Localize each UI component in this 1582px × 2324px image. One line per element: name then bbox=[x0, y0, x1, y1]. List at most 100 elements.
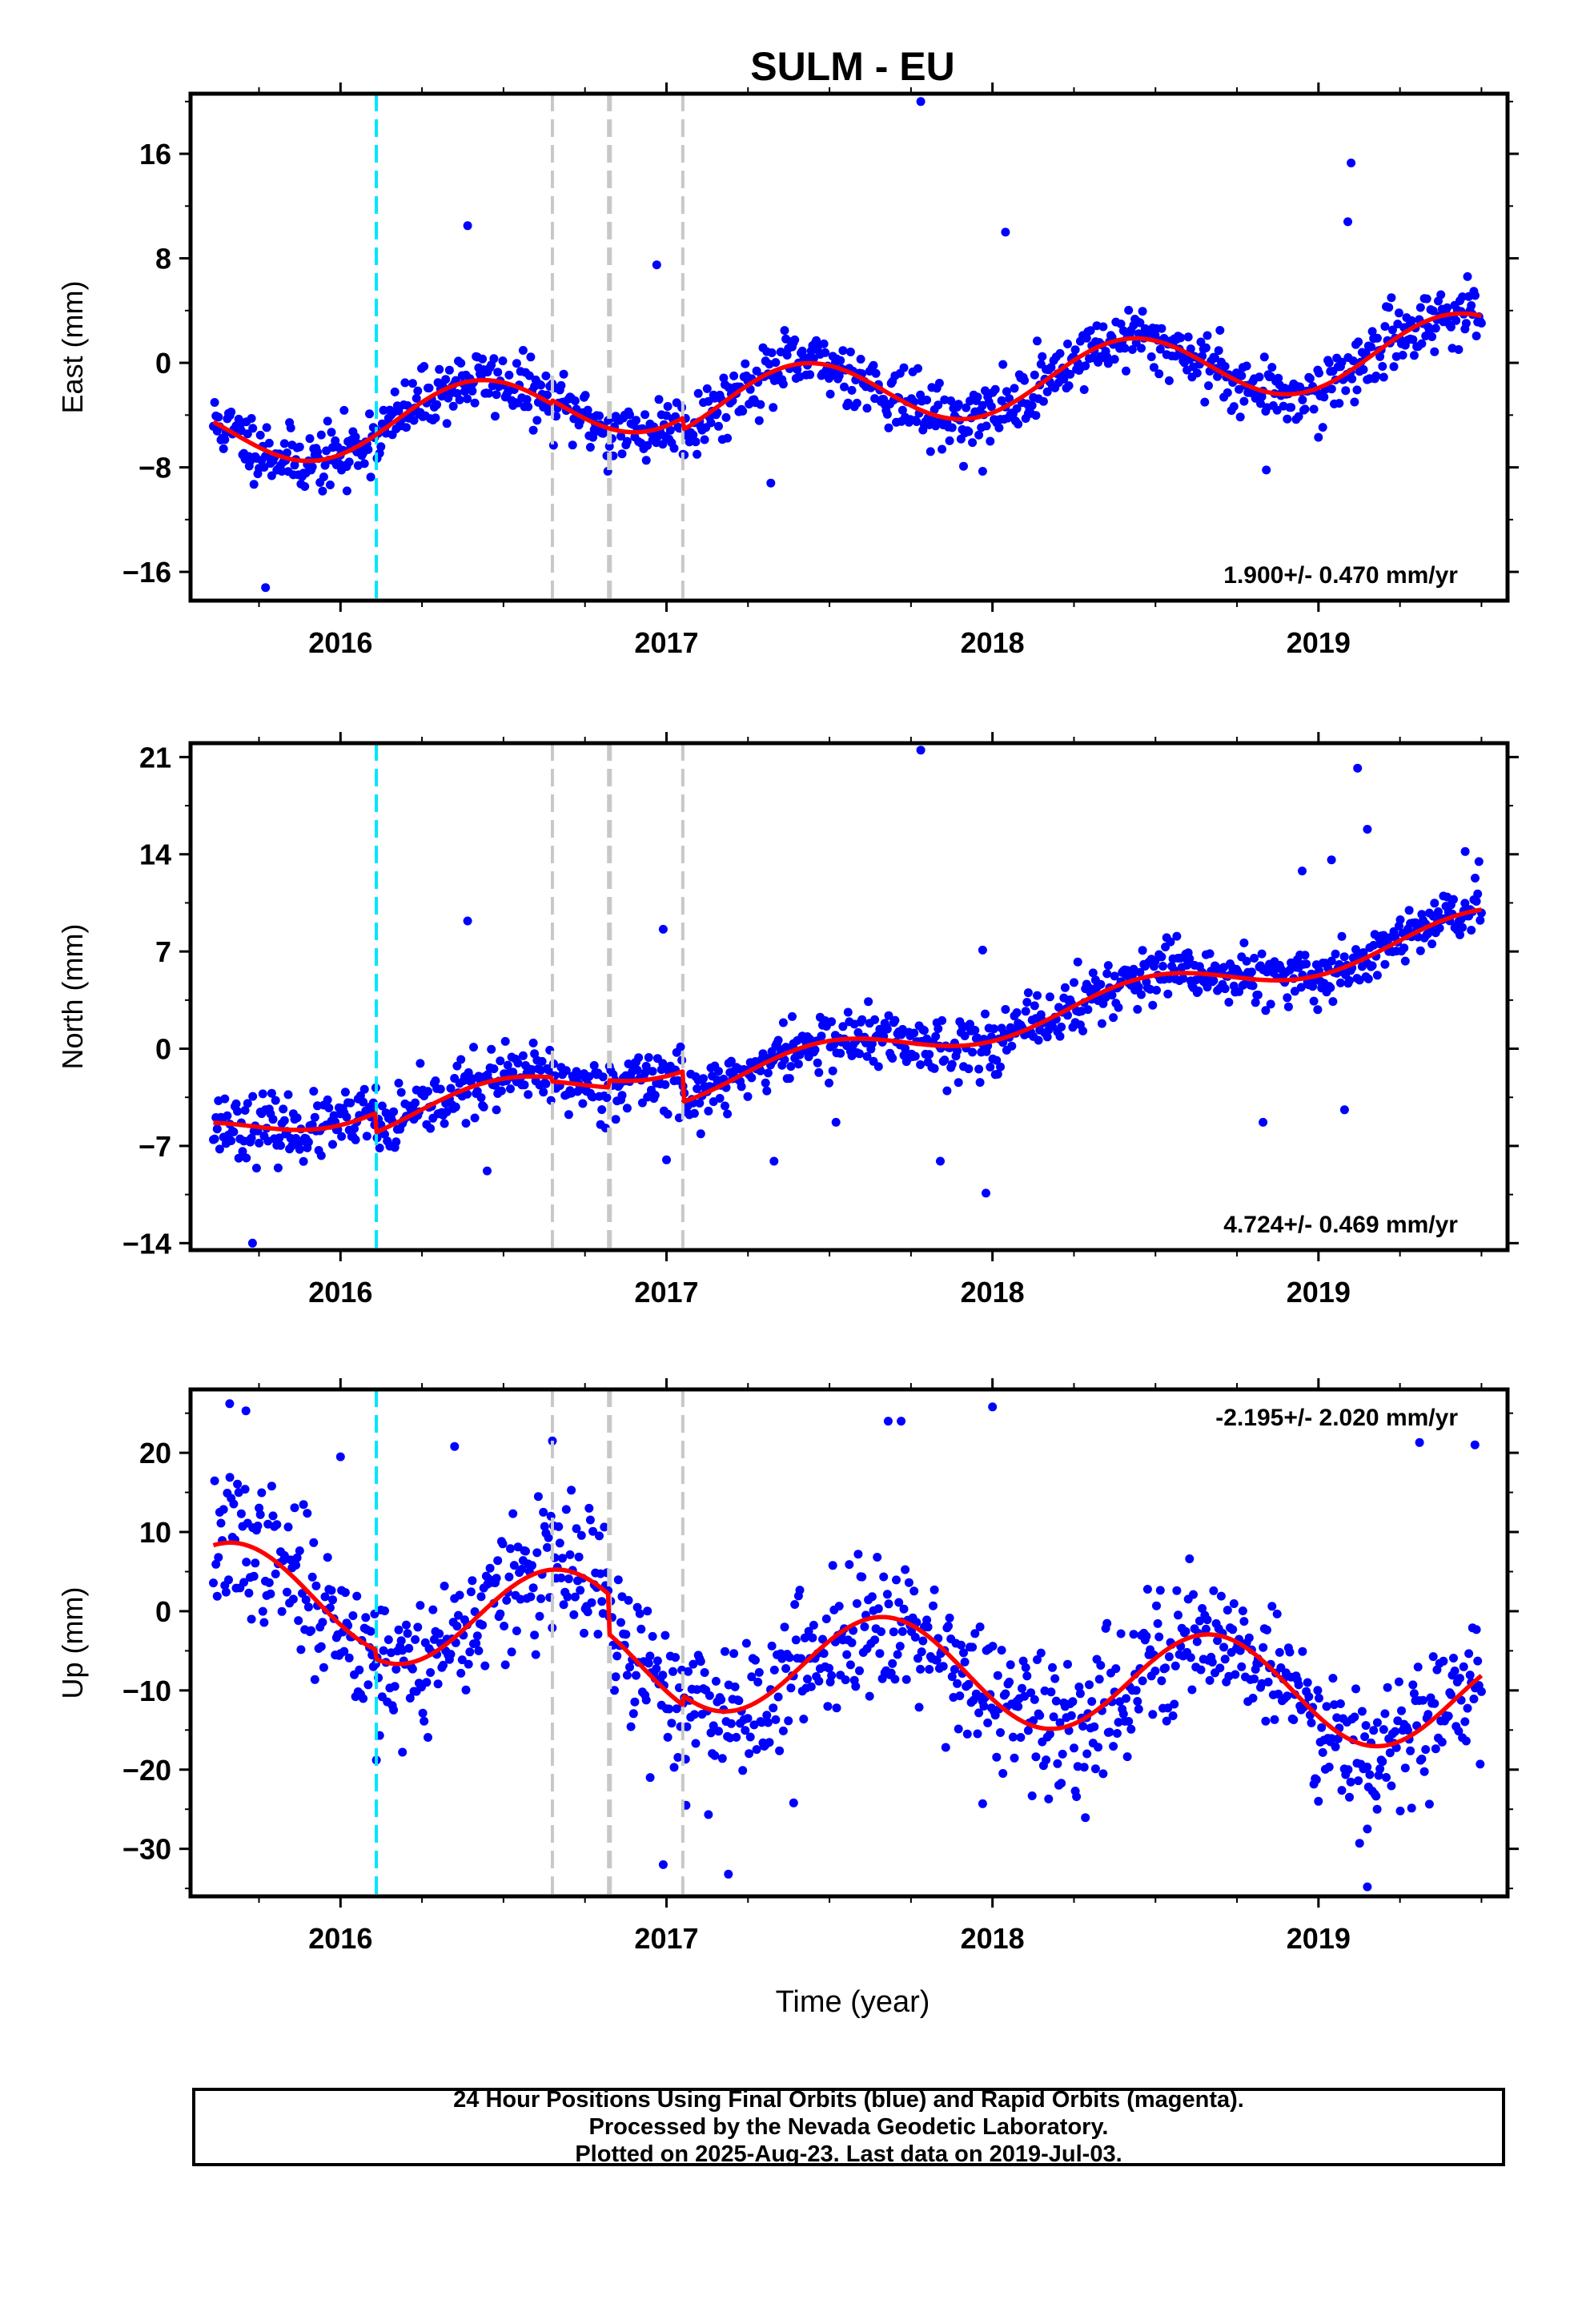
data-point bbox=[431, 1076, 440, 1086]
data-point-outlier bbox=[1363, 825, 1372, 834]
data-point-outlier bbox=[1314, 1796, 1323, 1806]
data-point-outlier bbox=[658, 1860, 668, 1869]
data-point bbox=[695, 1099, 705, 1108]
data-point bbox=[790, 335, 800, 344]
data-point bbox=[561, 1066, 571, 1076]
data-point bbox=[1404, 906, 1414, 915]
data-point bbox=[1066, 1711, 1076, 1720]
y-axis-label: Up (mm) bbox=[56, 1587, 89, 1699]
data-point bbox=[1155, 1586, 1165, 1595]
data-point bbox=[597, 1597, 607, 1606]
data-point bbox=[767, 348, 777, 357]
data-point bbox=[1394, 308, 1403, 318]
data-point bbox=[210, 398, 219, 407]
data-point bbox=[1220, 984, 1230, 994]
data-point bbox=[1454, 1727, 1464, 1736]
data-point bbox=[747, 1672, 757, 1682]
data-point bbox=[1216, 1591, 1226, 1601]
data-point bbox=[587, 1598, 596, 1607]
data-point bbox=[894, 1598, 904, 1607]
data-point bbox=[1137, 344, 1146, 353]
data-point bbox=[676, 1042, 685, 1051]
data-point bbox=[428, 1605, 438, 1614]
data-point bbox=[689, 1659, 698, 1669]
data-point bbox=[291, 1560, 301, 1570]
data-point bbox=[359, 1084, 369, 1094]
data-point bbox=[1203, 1615, 1212, 1625]
data-point bbox=[219, 1505, 228, 1514]
data-point bbox=[470, 1607, 480, 1616]
data-point bbox=[867, 1592, 877, 1602]
data-point bbox=[1343, 1765, 1353, 1775]
data-point bbox=[1152, 1601, 1161, 1610]
data-point bbox=[853, 1550, 863, 1559]
data-point bbox=[1463, 1703, 1472, 1713]
data-point bbox=[339, 405, 349, 415]
data-point bbox=[220, 435, 230, 444]
data-point bbox=[391, 1664, 401, 1674]
data-point bbox=[492, 390, 501, 400]
data-point bbox=[316, 430, 326, 440]
data-point bbox=[1029, 1716, 1038, 1725]
data-point bbox=[644, 1053, 653, 1062]
data-point bbox=[1294, 412, 1303, 421]
data-point bbox=[279, 1104, 288, 1114]
data-point bbox=[945, 1613, 954, 1622]
data-point bbox=[889, 1627, 898, 1637]
data-point bbox=[960, 1031, 970, 1040]
data-point bbox=[1034, 1035, 1043, 1045]
data-point bbox=[947, 1059, 957, 1069]
data-point bbox=[1044, 1794, 1054, 1803]
data-point bbox=[723, 1109, 733, 1119]
data-point bbox=[1371, 372, 1381, 380]
data-point bbox=[1164, 1652, 1174, 1662]
data-point bbox=[1476, 915, 1485, 925]
data-point-outlier bbox=[1353, 763, 1363, 773]
data-point bbox=[785, 1653, 794, 1663]
data-point-outlier bbox=[769, 1156, 779, 1166]
data-point-outlier bbox=[244, 461, 254, 471]
data-point bbox=[1458, 923, 1468, 932]
data-point bbox=[267, 1482, 276, 1491]
data-point bbox=[1131, 1686, 1141, 1695]
data-point bbox=[782, 351, 792, 360]
data-point bbox=[1228, 1625, 1238, 1634]
y-tick-label: −16 bbox=[122, 556, 171, 589]
data-point-outlier bbox=[645, 1773, 655, 1783]
data-point bbox=[901, 1565, 910, 1574]
data-point bbox=[1443, 303, 1452, 312]
data-point bbox=[1324, 1763, 1334, 1771]
data-point bbox=[1384, 303, 1394, 312]
data-point bbox=[426, 1124, 436, 1133]
data-point bbox=[1005, 1677, 1014, 1687]
data-point bbox=[1387, 325, 1397, 335]
data-point-outlier bbox=[982, 1188, 990, 1198]
data-point bbox=[1357, 1707, 1367, 1716]
data-point bbox=[1387, 1781, 1396, 1791]
data-point bbox=[295, 1144, 304, 1154]
data-point bbox=[512, 359, 521, 368]
data-point bbox=[1223, 1606, 1232, 1615]
data-point bbox=[493, 1556, 503, 1566]
data-point bbox=[1109, 1742, 1118, 1751]
data-point bbox=[1304, 1692, 1314, 1702]
data-point bbox=[485, 1563, 495, 1573]
data-point bbox=[1331, 949, 1340, 959]
data-point bbox=[1341, 386, 1351, 396]
data-point bbox=[892, 1575, 901, 1585]
data-point bbox=[916, 1060, 926, 1069]
data-point bbox=[897, 405, 907, 415]
data-point bbox=[671, 1653, 681, 1663]
data-point bbox=[210, 1476, 219, 1486]
data-point bbox=[1152, 986, 1161, 995]
data-point bbox=[224, 1575, 233, 1585]
data-point bbox=[209, 1578, 218, 1588]
data-point bbox=[1473, 889, 1483, 899]
data-point bbox=[1460, 1717, 1470, 1727]
data-point bbox=[498, 356, 508, 366]
data-point-outlier bbox=[450, 1441, 460, 1451]
data-point bbox=[730, 1682, 740, 1691]
data-point bbox=[583, 405, 592, 415]
data-point bbox=[1255, 372, 1264, 382]
data-point bbox=[1430, 899, 1439, 908]
